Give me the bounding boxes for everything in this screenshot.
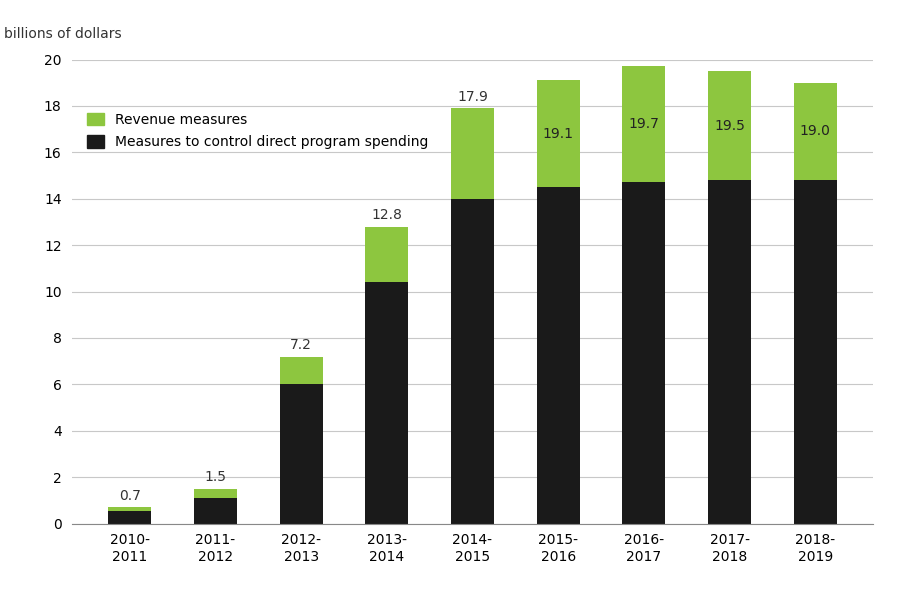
Text: 1.5: 1.5 [204, 470, 227, 484]
Bar [536, 187, 580, 524]
Bar [194, 489, 237, 498]
Text: 19.7: 19.7 [628, 117, 660, 131]
Bar [451, 199, 494, 524]
Bar [280, 384, 322, 524]
Bar [108, 508, 151, 511]
Bar [108, 511, 151, 524]
Bar [708, 71, 751, 180]
Legend: Revenue measures, Measures to control direct program spending: Revenue measures, Measures to control di… [87, 113, 428, 149]
Bar [365, 282, 409, 524]
Bar [365, 227, 409, 282]
Text: 19.0: 19.0 [800, 124, 831, 139]
Bar [623, 183, 665, 524]
Bar [194, 498, 237, 524]
Text: 19.1: 19.1 [543, 127, 573, 141]
Text: 7.2: 7.2 [290, 338, 312, 352]
Bar [708, 180, 751, 524]
Bar [623, 67, 665, 183]
Bar [794, 83, 837, 180]
Text: 17.9: 17.9 [457, 90, 488, 104]
Text: 0.7: 0.7 [119, 488, 140, 503]
Text: billions of dollars: billions of dollars [4, 27, 122, 41]
Bar [451, 108, 494, 199]
Bar [280, 356, 322, 384]
Text: 19.5: 19.5 [714, 118, 745, 133]
Bar [794, 180, 837, 524]
Text: 12.8: 12.8 [372, 208, 402, 222]
Bar [536, 80, 580, 187]
